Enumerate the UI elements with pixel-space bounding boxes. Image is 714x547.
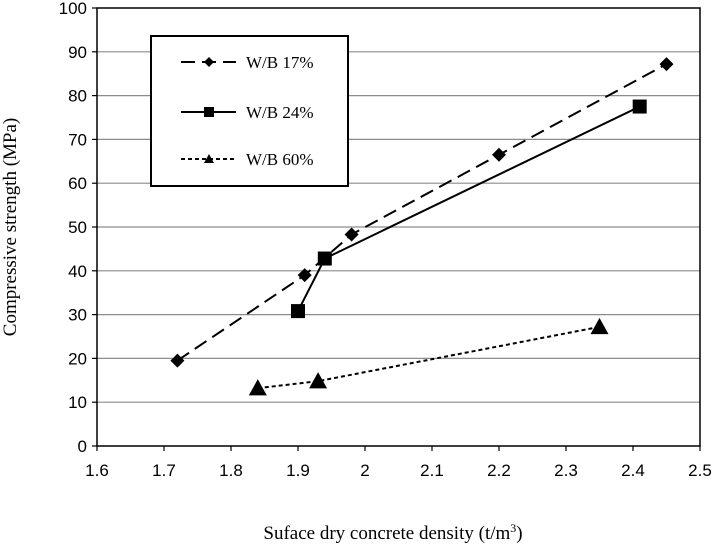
legend-label: W/B 24% [246,103,314,122]
x-tick-label: 2 [360,461,369,480]
y-tick-label: 0 [78,437,87,456]
triangle-point [309,372,328,389]
series-diamond [170,57,674,368]
x-tick-label: 1.7 [152,461,176,480]
x-tick-label: 1.6 [85,461,109,480]
series-line [257,325,600,390]
series-line [297,105,641,312]
y-tick-label: 50 [68,218,87,237]
x-axis-title-main: Suface dry concrete density (t/m [263,523,510,544]
x-tick-label: 2.5 [688,461,712,480]
y-axis-title: Compressive strength (MPa) [0,118,21,336]
x-tick-label: 1.9 [286,461,310,480]
series-triangle [248,317,609,396]
x-axis-title: Suface dry concrete density (t/m3) [263,521,522,544]
y-tick-label: 10 [68,393,87,412]
y-axis-ticks: 0 10 20 30 40 50 60 70 80 90 100 [59,0,97,456]
series-square [291,99,647,319]
x-tick-label: 2.4 [621,461,645,480]
y-tick-label: 60 [68,174,87,193]
diamond-point [170,353,185,368]
square-point [291,304,305,319]
x-axis-title-close: ) [516,523,522,544]
legend-marker [204,154,214,163]
legend-entry: W/B 60% [181,150,314,169]
square-point [632,99,647,114]
legend: W/B 17% W/B 24% W/B 60% [150,35,349,187]
x-tick-label: 2.1 [420,461,444,480]
x-axis-title-superscript: 3 [510,521,516,535]
x-axis-ticks: 1.6 1.7 1.8 1.9 2 2.1 2.2 2.3 2.4 2.5 [85,446,712,480]
y-tick-label: 80 [68,87,87,106]
legend-label: W/B 60% [246,150,314,169]
x-tick-label: 2.2 [487,461,511,480]
y-tick-label: 90 [68,43,87,62]
square-point [317,251,332,266]
triangle-point [248,379,267,396]
diamond-point [344,227,359,242]
data-series [170,57,674,396]
diamond-point [659,57,674,72]
y-tick-label: 30 [68,306,87,325]
x-tick-label: 1.8 [219,461,243,480]
legend-entry: W/B 17% [181,53,314,72]
diamond-point [492,147,506,162]
y-tick-label: 40 [68,262,87,281]
diamond-point [297,268,312,283]
legend-marker [204,107,214,117]
legend-entry: W/B 24% [181,103,314,122]
legend-marker [204,57,214,67]
y-tick-label: 20 [68,349,87,368]
y-tick-label: 70 [68,130,87,149]
legend-label: W/B 17% [246,53,314,72]
y-tick-label: 100 [59,0,87,18]
triangle-point [590,317,609,335]
x-tick-label: 2.3 [554,461,578,480]
